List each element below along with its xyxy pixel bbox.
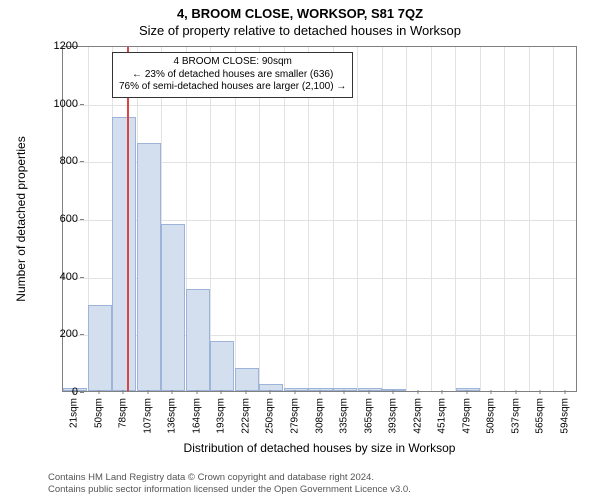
- x-tick-mark: [393, 390, 394, 394]
- x-tick-label: 21sqm: [69, 398, 80, 428]
- histogram-bar: [235, 368, 259, 391]
- gridline-v: [357, 47, 358, 391]
- histogram-bar: [161, 224, 185, 391]
- x-tick-mark: [466, 390, 467, 394]
- x-tick-label: 537sqm: [510, 398, 521, 434]
- histogram-bar: [88, 305, 112, 392]
- histogram-bar: [210, 341, 234, 391]
- footer: Contains HM Land Registry data © Crown c…: [48, 472, 411, 496]
- marker-line: [127, 47, 129, 391]
- annotation-box: 4 BROOM CLOSE: 90sqm ← 23% of detached h…: [112, 52, 353, 98]
- gridline-v: [284, 47, 285, 391]
- histogram-bar: [186, 289, 210, 391]
- x-axis-label: Distribution of detached houses by size …: [62, 441, 577, 455]
- x-tick-label: 451sqm: [437, 398, 448, 434]
- histogram-bar: [284, 388, 308, 391]
- y-tick-label: 200: [38, 328, 78, 340]
- x-tick-label: 308sqm: [314, 398, 325, 434]
- x-tick-label: 164sqm: [191, 398, 202, 434]
- histogram-bar: [456, 388, 480, 391]
- x-tick-mark: [515, 390, 516, 394]
- x-tick-mark: [294, 390, 295, 394]
- gridline-v: [480, 47, 481, 391]
- x-tick-mark: [123, 390, 124, 394]
- gridline-v: [235, 47, 236, 391]
- x-tick-mark: [491, 390, 492, 394]
- x-tick-mark: [564, 390, 565, 394]
- histogram-bar: [259, 384, 283, 391]
- x-tick-label: 422sqm: [412, 398, 423, 434]
- x-tick-label: 50sqm: [93, 398, 104, 428]
- x-tick-label: 594sqm: [559, 398, 570, 434]
- histogram-bar: [137, 143, 161, 391]
- x-tick-label: 222sqm: [240, 398, 251, 434]
- gridline-v: [529, 47, 530, 391]
- x-tick-label: 565sqm: [535, 398, 546, 434]
- footer-line-1: Contains HM Land Registry data © Crown c…: [48, 472, 411, 484]
- x-tick-mark: [172, 390, 173, 394]
- x-tick-label: 279sqm: [289, 398, 300, 434]
- y-tick-label: 400: [38, 271, 78, 283]
- gridline-v: [553, 47, 554, 391]
- annotation-line-2: ← 23% of detached houses are smaller (63…: [119, 69, 346, 82]
- gridline-h: [63, 105, 576, 106]
- chart-container: 4, BROOM CLOSE, WORKSOP, S81 7QZ Size of…: [0, 0, 600, 500]
- x-tick-label: 107sqm: [142, 398, 153, 434]
- histogram-bar: [358, 388, 382, 391]
- x-tick-mark: [442, 390, 443, 394]
- histogram-bar: [333, 388, 357, 391]
- gridline-v: [308, 47, 309, 391]
- y-tick-label: 600: [38, 213, 78, 225]
- histogram-bar: [112, 117, 136, 391]
- y-tick-label: 1000: [38, 98, 78, 110]
- gridline-v: [455, 47, 456, 391]
- gridline-v: [431, 47, 432, 391]
- gridline-v: [406, 47, 407, 391]
- y-axis-label: Number of detached properties: [14, 46, 28, 392]
- y-tick-label: 800: [38, 155, 78, 167]
- gridline-v: [382, 47, 383, 391]
- x-tick-mark: [147, 390, 148, 394]
- title-subtitle: Size of property relative to detached ho…: [0, 21, 600, 38]
- x-tick-label: 136sqm: [167, 398, 178, 434]
- histogram-bar: [308, 388, 332, 391]
- x-tick-mark: [319, 390, 320, 394]
- x-tick-label: 250sqm: [265, 398, 276, 434]
- x-tick-label: 335sqm: [339, 398, 350, 434]
- x-tick-mark: [74, 390, 75, 394]
- x-tick-mark: [368, 390, 369, 394]
- x-tick-mark: [417, 390, 418, 394]
- plot-area: [62, 46, 577, 392]
- x-tick-mark: [270, 390, 271, 394]
- footer-line-2: Contains public sector information licen…: [48, 484, 411, 496]
- histogram-bar: [382, 389, 406, 391]
- plot-wrapper: 4 BROOM CLOSE: 90sqm ← 23% of detached h…: [62, 46, 577, 392]
- x-tick-mark: [196, 390, 197, 394]
- x-tick-mark: [540, 390, 541, 394]
- gridline-v: [504, 47, 505, 391]
- gridline-v: [210, 47, 211, 391]
- title-address: 4, BROOM CLOSE, WORKSOP, S81 7QZ: [0, 0, 600, 21]
- annotation-line-1: 4 BROOM CLOSE: 90sqm: [119, 56, 346, 69]
- x-tick-mark: [245, 390, 246, 394]
- x-tick-label: 193sqm: [216, 398, 227, 434]
- x-tick-label: 78sqm: [118, 398, 129, 428]
- gridline-v: [333, 47, 334, 391]
- x-tick-label: 365sqm: [363, 398, 374, 434]
- x-tick-label: 508sqm: [486, 398, 497, 434]
- x-tick-label: 479sqm: [461, 398, 472, 434]
- annotation-line-3: 76% of semi-detached houses are larger (…: [119, 81, 346, 94]
- y-tick-label: 1200: [38, 40, 78, 52]
- gridline-v: [259, 47, 260, 391]
- x-tick-label: 393sqm: [388, 398, 399, 434]
- x-tick-mark: [221, 390, 222, 394]
- x-tick-mark: [344, 390, 345, 394]
- x-tick-mark: [98, 390, 99, 394]
